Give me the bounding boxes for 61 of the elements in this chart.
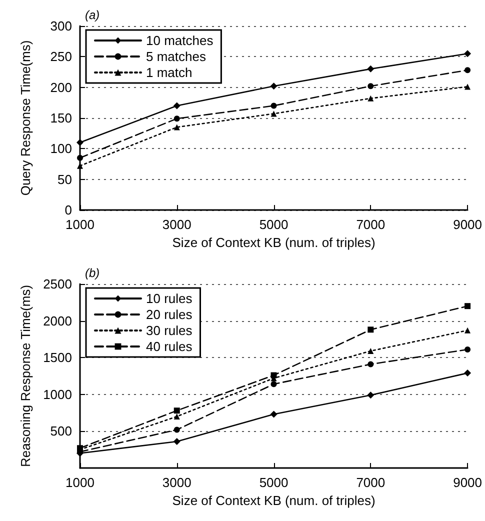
point	[368, 348, 374, 354]
point	[464, 67, 471, 74]
point	[174, 408, 180, 414]
y-tick-label: 1500	[43, 350, 72, 366]
point	[368, 95, 374, 102]
x-tick-label: 7000	[356, 475, 386, 490]
y-tick-label: 2000	[43, 313, 72, 328]
point	[77, 154, 83, 161]
x-tick-label: 7000	[356, 217, 386, 232]
point	[464, 84, 471, 90]
y-tick-label: 150	[50, 110, 72, 126]
x-tick-label: 5000	[259, 217, 288, 232]
point	[270, 410, 278, 418]
point	[76, 139, 84, 146]
point	[464, 50, 472, 58]
y-tick-label: 200	[50, 80, 72, 95]
point	[174, 413, 180, 420]
point	[173, 102, 180, 110]
point	[174, 426, 180, 433]
point	[464, 370, 472, 377]
legend-label: 30 rules	[146, 323, 193, 338]
y-tick-label: 100	[50, 141, 72, 156]
legend-label: 10 matches	[146, 33, 214, 48]
chart-title: (b)	[85, 266, 100, 280]
chart-title: (a)	[85, 8, 100, 22]
x-tick-label: 3000	[162, 217, 192, 232]
point	[368, 326, 374, 333]
x-axis-title: Size of Context KB (num. of triples)	[172, 493, 376, 508]
point	[270, 102, 277, 109]
point	[174, 116, 180, 122]
y-tick-label: 300	[50, 18, 72, 34]
legend-label: 20 rules	[146, 307, 193, 322]
point	[367, 65, 374, 72]
y-tick-label: 1000	[43, 386, 72, 402]
x-tick-label: 9000	[453, 475, 482, 490]
point	[270, 110, 277, 117]
x-axis-title: Size of Context KB (num. of triples)	[172, 235, 376, 250]
point	[464, 346, 471, 352]
point	[368, 83, 374, 90]
x-tick-label: 5000	[259, 475, 288, 490]
y-tick-label: 50	[58, 172, 72, 187]
legend-label: 1 match	[146, 65, 192, 80]
y-axis-title: Query Response Time(ms)	[18, 40, 33, 196]
point	[173, 438, 180, 446]
point	[367, 392, 374, 399]
y-tick-label: 250	[50, 49, 72, 64]
point	[174, 124, 180, 130]
legend-label: 40 rules	[146, 339, 193, 354]
y-tick-label: 0	[64, 202, 72, 218]
point	[270, 82, 278, 90]
y-axis-title: Reasoning Response Time(ms)	[18, 284, 33, 468]
y-tick-label: 2500	[43, 276, 72, 292]
point	[464, 303, 471, 310]
legend-label: 5 matches	[146, 49, 206, 64]
x-tick-label: 9000	[453, 217, 482, 232]
legend-label: 10 rules	[146, 291, 193, 306]
point	[464, 327, 471, 334]
point	[270, 381, 277, 388]
x-tick-label: 3000	[162, 475, 192, 490]
y-tick-label: 500	[50, 424, 72, 439]
point	[368, 361, 374, 368]
